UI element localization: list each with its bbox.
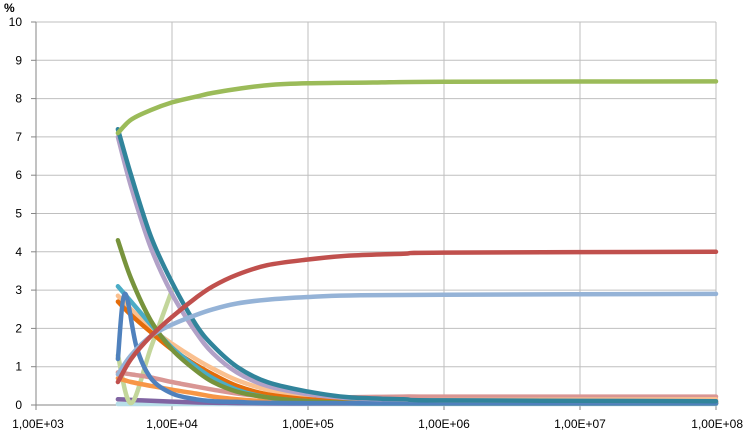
gridlines bbox=[36, 21, 717, 405]
tick-labels: 0 1 2 3 4 5 6 7 8 9 10 1,00E+03 1,00E+04 1,00E+05 1,00… bbox=[9, 15, 744, 431]
x-tick-label: 1,00E+05 bbox=[282, 417, 334, 431]
series-line-2 bbox=[115, 249, 719, 385]
y-tick-label: 1 bbox=[15, 360, 22, 374]
y-tick-label: 2 bbox=[15, 321, 22, 335]
x-tick-label: 1,00E+03 bbox=[12, 417, 64, 431]
y-tick-label: 0 bbox=[15, 398, 22, 412]
series-line-4 bbox=[115, 126, 719, 404]
x-tick-label: 1,00E+08 bbox=[691, 417, 743, 431]
y-axis-label: % bbox=[4, 1, 15, 15]
series-line-5 bbox=[115, 134, 719, 404]
series-line-3 bbox=[115, 291, 719, 377]
y-tick-label: 8 bbox=[15, 92, 22, 106]
y-tick-label: 3 bbox=[15, 283, 22, 297]
y-tick-label: 7 bbox=[15, 130, 22, 144]
series-line-1 bbox=[115, 79, 719, 136]
series-lines bbox=[115, 79, 719, 407]
y-tick-label: 10 bbox=[9, 15, 23, 29]
series-line-6 bbox=[115, 291, 719, 406]
y-tick-label: 9 bbox=[15, 53, 22, 67]
y-tick-label: 6 bbox=[15, 168, 22, 182]
y-tick-label: 4 bbox=[15, 245, 22, 259]
x-tick-label: 1,00E+04 bbox=[146, 417, 198, 431]
y-tick-label: 5 bbox=[15, 207, 22, 221]
series-line-7 bbox=[115, 238, 719, 406]
x-tick-label: 1,00E+07 bbox=[554, 417, 606, 431]
x-tick-label: 1,00E+06 bbox=[418, 417, 470, 431]
